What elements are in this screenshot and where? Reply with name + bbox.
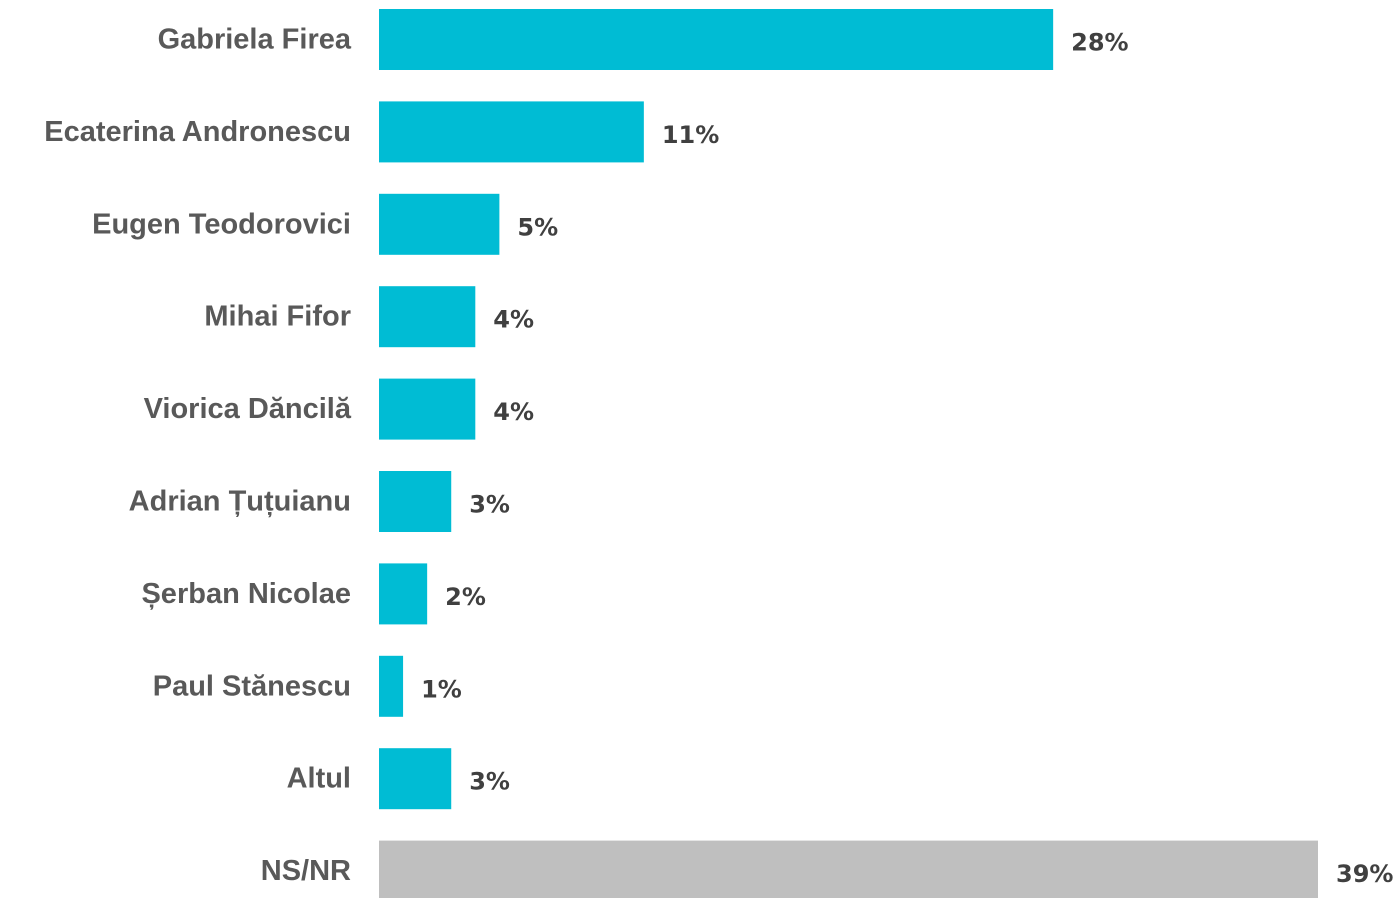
bar-paul-stanescu (379, 655, 404, 717)
bar-ns-nr (379, 840, 1318, 898)
value-label-eugen-teodorovici: 5% (517, 213, 558, 241)
category-label-altul: Altul (287, 763, 351, 795)
value-label-mihai-fifor: 4% (493, 306, 534, 334)
labels-layer: Gabriela Firea 28% Ecaterina Andronescu 11%… (44, 24, 1393, 889)
bar-gabriela-firea (379, 9, 1054, 70)
category-label-adrian-tutuianu: Adrian Țuțuianu (129, 486, 351, 518)
bars-layer (379, 9, 1318, 898)
bar-viorica-dancila (379, 378, 476, 440)
bar-mihai-fifor (379, 286, 476, 348)
value-label-adrian-tutuianu: 3% (469, 491, 510, 519)
category-label-ns-nr: NS/NR (261, 855, 351, 887)
category-label-viorica-dancila: Viorica Dăncilă (144, 393, 352, 425)
value-label-ns-nr: 39% (1336, 860, 1393, 888)
category-label-gabriela-firea: Gabriela Firea (158, 24, 352, 56)
category-label-mihai-fifor: Mihai Fifor (204, 301, 351, 333)
bar-altul (379, 748, 452, 810)
bar-eugen-teodorovici (379, 193, 500, 255)
value-label-viorica-dancila: 4% (493, 398, 534, 426)
bar-adrian-tutuianu (379, 471, 452, 532)
category-label-eugen-teodorovici: Eugen Teodorovici (92, 208, 351, 240)
category-label-paul-stanescu: Paul Stănescu (153, 670, 351, 702)
value-label-ecaterina-andronescu: 11% (662, 121, 719, 149)
value-label-paul-stanescu: 1% (421, 675, 462, 703)
category-label-ecaterina-andronescu: Ecaterina Andronescu (44, 116, 351, 148)
bar-serban-nicolae (379, 563, 428, 625)
value-label-serban-nicolae: 2% (445, 583, 486, 611)
value-label-gabriela-firea: 28% (1071, 29, 1128, 57)
value-label-altul: 3% (469, 768, 510, 796)
category-label-serban-nicolae: Șerban Nicolae (141, 578, 351, 610)
bar-ecaterina-andronescu (379, 101, 644, 163)
